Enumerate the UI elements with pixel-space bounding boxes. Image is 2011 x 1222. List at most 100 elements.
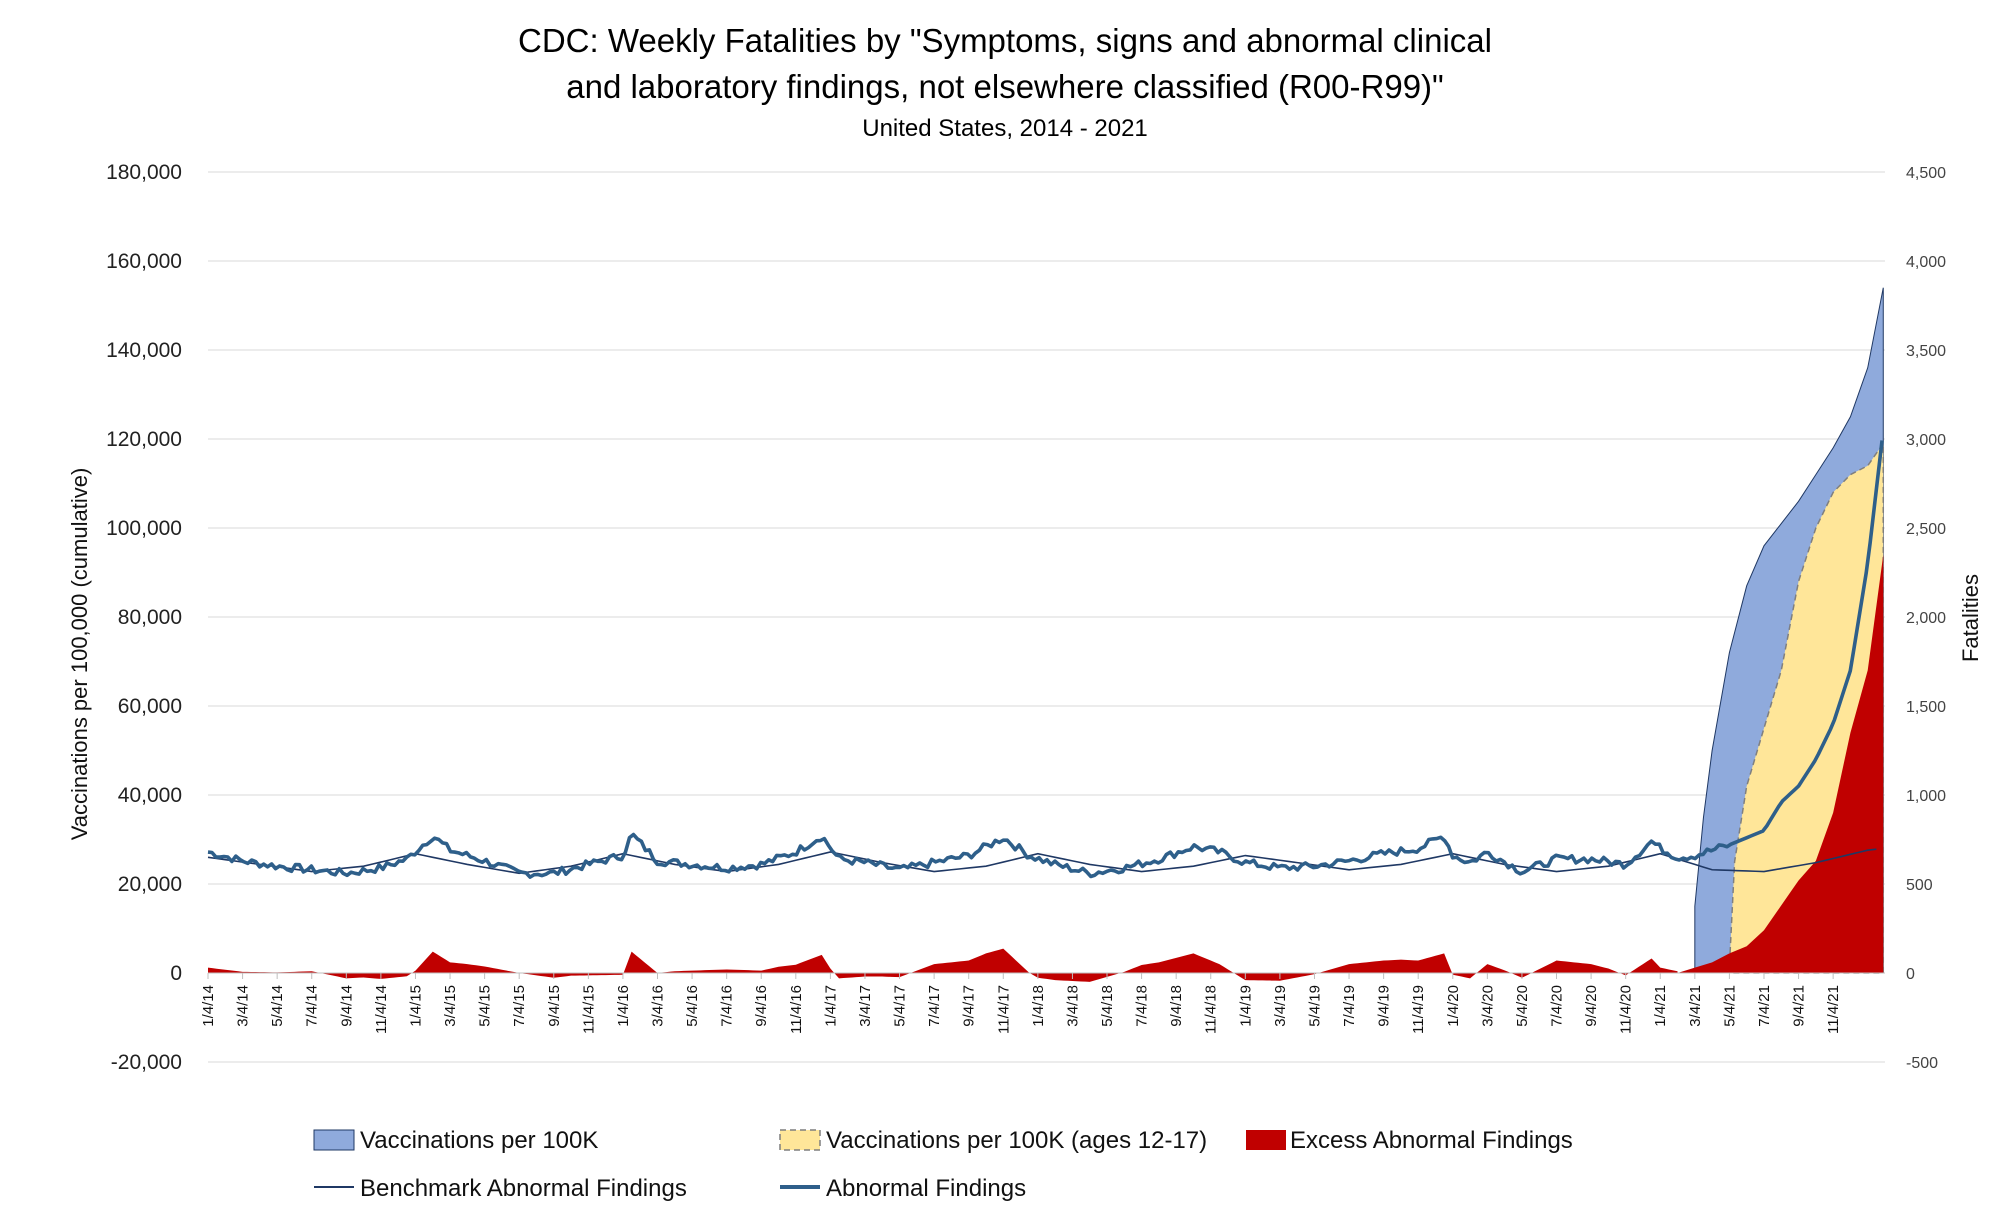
x-tick-label: 5/4/15 xyxy=(477,985,494,1027)
legend-swatch-excess xyxy=(1246,1130,1286,1150)
x-tick-label: 7/4/16 xyxy=(719,985,736,1027)
legend-label-benchmark: Benchmark Abnormal Findings xyxy=(360,1175,687,1202)
x-tick-label: 9/4/20 xyxy=(1583,985,1600,1027)
y-tick-left: 180,000 xyxy=(106,161,182,184)
x-tick-label: 9/4/14 xyxy=(338,985,355,1027)
x-tick-label: 11/4/14 xyxy=(373,985,390,1034)
legend-label-excess: Excess Abnormal Findings xyxy=(1290,1127,1573,1154)
legend-item-benchmark: Benchmark Abnormal Findings xyxy=(314,1175,687,1202)
x-tick-label: 3/4/17 xyxy=(857,985,874,1027)
x-tick-label: 9/4/16 xyxy=(753,985,770,1027)
x-tick-label: 3/4/20 xyxy=(1479,985,1496,1027)
x-tick-label: 3/4/14 xyxy=(235,985,252,1027)
x-tick-label: 5/4/18 xyxy=(1099,985,1116,1027)
x-tick-label: 11/4/18 xyxy=(1203,985,1220,1034)
y-tick-left: 40,000 xyxy=(118,784,182,807)
x-tick-label: 11/4/21 xyxy=(1825,985,1842,1034)
x-tick-label: 5/4/17 xyxy=(892,985,909,1027)
x-tick-label: 3/4/19 xyxy=(1272,985,1289,1027)
y-tick-right: 1,000 xyxy=(1906,788,1946,805)
x-tick-label: 9/4/19 xyxy=(1376,985,1393,1027)
x-tick-label: 7/4/15 xyxy=(511,985,528,1027)
y-tick-right: 1,500 xyxy=(1906,699,1946,716)
x-tick-label: 7/4/20 xyxy=(1549,985,1566,1027)
grid-layer xyxy=(208,171,1885,1063)
y-tick-left: 140,000 xyxy=(106,339,182,362)
x-tick-label: 5/4/20 xyxy=(1514,985,1531,1027)
y-tick-right: 0 xyxy=(1906,966,1915,983)
x-tick-label: 3/4/16 xyxy=(650,985,667,1027)
x-tick-label: 1/4/19 xyxy=(1237,985,1254,1027)
legend-item-excess: Excess Abnormal Findings xyxy=(1246,1127,1573,1154)
y-tick-right: 4,000 xyxy=(1906,254,1946,271)
x-tick-label: 1/4/17 xyxy=(822,985,839,1027)
excess-area-pre2021 xyxy=(208,948,1678,982)
x-tick-label: 9/4/17 xyxy=(961,985,978,1027)
x-tick-label: 5/4/16 xyxy=(684,985,701,1027)
y-tick-left: 100,000 xyxy=(106,517,182,540)
series-benchmark-line xyxy=(207,848,1877,875)
legend: Vaccinations per 100K Vaccinations per 1… xyxy=(313,1127,1573,1202)
x-tick-label: 7/4/18 xyxy=(1134,985,1151,1027)
x-tick-label: 3/4/15 xyxy=(442,985,459,1027)
y-tick-left: 80,000 xyxy=(118,606,182,629)
y-axis-right-ticks: 4,500 4,000 3,500 3,000 2,500 2,000 1,500 1,000… xyxy=(1906,165,1946,1072)
y-tick-left: 0 xyxy=(170,962,182,985)
y-tick-right: -500 xyxy=(1906,1055,1938,1072)
legend-swatch-vaccinations xyxy=(313,1129,355,1151)
series-excess-area xyxy=(1677,554,1884,973)
legend-label-abnormal: Abnormal Findings xyxy=(826,1175,1026,1202)
x-tick-label: 9/4/15 xyxy=(546,985,563,1027)
legend-label-vaccinations-12-17: Vaccinations per 100K (ages 12-17) xyxy=(826,1127,1207,1154)
x-tick-label: 1/4/18 xyxy=(1030,985,1047,1027)
x-tick-label: 1/4/21 xyxy=(1652,985,1669,1027)
x-tick-label: 11/4/20 xyxy=(1618,985,1635,1034)
y-axis-left-label: Vaccinations per 100,000 (cumulative) xyxy=(67,468,92,841)
x-tick-label: 9/4/21 xyxy=(1791,985,1808,1027)
legend-item-vaccinations: Vaccinations per 100K xyxy=(313,1127,598,1154)
x-tick-label: 3/4/18 xyxy=(1064,985,1081,1027)
y-tick-left: 160,000 xyxy=(106,250,182,273)
x-tick-label: 1/4/16 xyxy=(615,985,632,1027)
chart-subtitle: United States, 2014 - 2021 xyxy=(862,115,1148,142)
x-tick-label: 7/4/21 xyxy=(1756,985,1773,1027)
x-tick-label: 11/4/15 xyxy=(580,985,597,1034)
x-tick-label: 1/4/20 xyxy=(1445,985,1462,1027)
y-tick-right: 3,000 xyxy=(1906,432,1946,449)
x-tick-label: 1/4/15 xyxy=(407,985,424,1027)
x-tick-label: 11/4/19 xyxy=(1410,985,1427,1034)
x-tick-label: 7/4/17 xyxy=(926,985,943,1027)
y-axis-right-label: Fatalities xyxy=(1958,574,1983,662)
y-axis-left-ticks: 180,000 160,000 140,000 120,000 100,000 80,00… xyxy=(106,161,182,1074)
legend-item-vaccinations-12-17: Vaccinations per 100K (ages 12-17) xyxy=(779,1127,1207,1154)
chart-title: CDC: Weekly Fatalities by "Symptoms, sig… xyxy=(518,22,1492,59)
legend-swatch-vaccinations-12-17 xyxy=(779,1129,821,1151)
x-tick-label: 5/4/21 xyxy=(1721,985,1738,1027)
series-abnormal-line xyxy=(207,440,1884,879)
x-tick-label: 3/4/21 xyxy=(1687,985,1704,1027)
y-tick-left: 60,000 xyxy=(118,695,182,718)
x-tick-label: 11/4/17 xyxy=(995,985,1012,1034)
y-tick-right: 3,500 xyxy=(1906,343,1946,360)
line-layer xyxy=(207,440,1884,879)
x-tick-label: 7/4/14 xyxy=(304,985,321,1027)
x-tick-label: 1/4/14 xyxy=(200,985,217,1027)
legend-item-abnormal: Abnormal Findings xyxy=(780,1175,1026,1202)
y-tick-right: 500 xyxy=(1906,877,1933,894)
y-tick-left: 120,000 xyxy=(106,428,182,451)
x-tick-label: 9/4/18 xyxy=(1168,985,1185,1027)
x-tick-label: 7/4/19 xyxy=(1341,985,1358,1027)
y-tick-right: 2,500 xyxy=(1906,521,1946,538)
legend-label-vaccinations: Vaccinations per 100K xyxy=(360,1127,598,1154)
y-tick-right: 4,500 xyxy=(1906,165,1946,182)
x-tick-label: 5/4/19 xyxy=(1306,985,1323,1027)
y-tick-left: 20,000 xyxy=(118,873,182,896)
x-axis-ticks: 1/4/14 3/4/14 5/4/14 7/4/14 9/4/14 11/4/14 1/4… xyxy=(200,972,1885,1034)
y-tick-left: -20,000 xyxy=(111,1051,182,1074)
x-tick-label: 11/4/16 xyxy=(788,985,805,1034)
area-layer xyxy=(208,287,1885,982)
y-tick-right: 2,000 xyxy=(1906,610,1946,627)
chart-title-line2: and laboratory findings, not elsewhere c… xyxy=(566,68,1444,105)
